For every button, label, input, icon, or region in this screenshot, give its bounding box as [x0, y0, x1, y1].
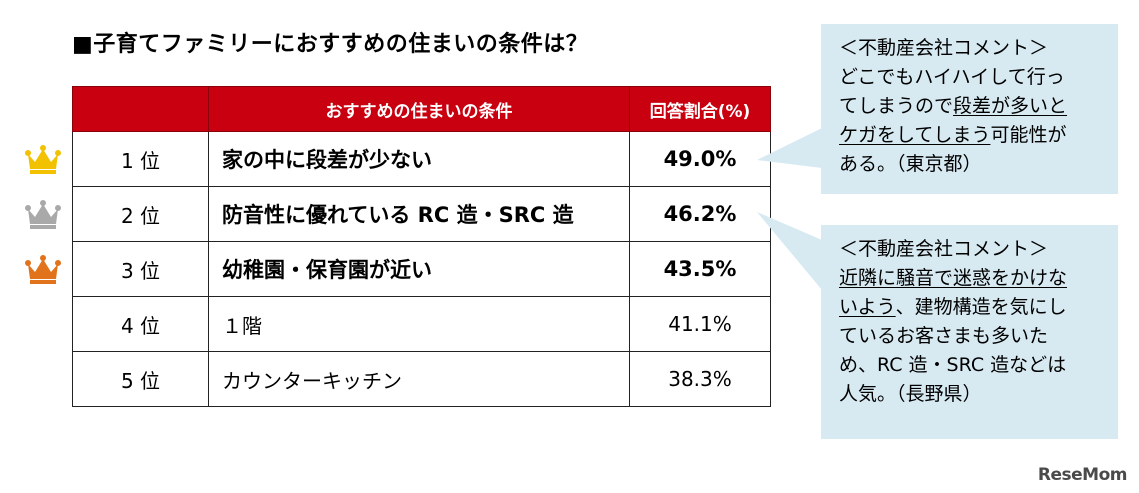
callout-text: どこでもハイハイして行っ — [839, 66, 1065, 88]
callout-emphasis: 近隣に騒音で迷惑をかけな — [839, 267, 1068, 289]
callout-line: 人気。（長野県） — [839, 380, 1104, 409]
callout-text: 可能性が — [990, 124, 1067, 146]
callout-text: 人気。（長野県） — [839, 383, 982, 405]
table-row: 5 位カウンターキッチン 38.3% — [72, 351, 771, 407]
table-row: 3 位幼稚園・保育園が近い 43.5% — [72, 241, 771, 297]
callout-line: いよう、建物構造を気にし — [839, 293, 1104, 322]
callout-line: ある。（東京都） — [839, 150, 1104, 179]
callout-text: め、RC 造・SRC 造などは — [839, 354, 1067, 376]
callout-text: ているお客さまも多いた — [839, 325, 1049, 347]
bronze-crown-icon — [24, 255, 62, 285]
percent-cell: 38.3% — [629, 351, 771, 407]
header-rank — [72, 86, 209, 132]
table-header-row: おすすめの住まいの条件 回答割合(%) — [72, 86, 771, 132]
percent-cell: 49.0% — [629, 131, 771, 187]
condition-cell: 家の中に段差が少ない — [208, 131, 630, 187]
silver-crown-icon — [24, 200, 62, 230]
condition-cell: 防音性に優れている RC 造・SRC 造 — [208, 186, 630, 242]
callout-emphasis: 段差が多いと — [953, 95, 1068, 117]
callout-line: 近隣に騒音で迷惑をかけな — [839, 264, 1104, 293]
percent-cell: 43.5% — [629, 241, 771, 297]
table-row: 2 位防音性に優れている RC 造・SRC 造 46.2% — [72, 186, 771, 242]
table-row: 1 位家の中に段差が少ない 49.0% — [72, 131, 771, 187]
header-condition: おすすめの住まいの条件 — [208, 86, 630, 132]
percent-cell: 41.1% — [629, 296, 771, 352]
condition-cell: １階 — [208, 296, 630, 352]
condition-cell: 幼稚園・保育園が近い — [208, 241, 630, 297]
callout-emphasis: いよう — [839, 296, 896, 318]
condition-cell: カウンターキッチン — [208, 351, 630, 407]
ranking-table: おすすめの住まいの条件 回答割合(%) 1 位家の中に段差が少ない 49.0% 2 … — [72, 86, 771, 407]
rank-cell: 5 位 — [72, 351, 209, 407]
table-row: 4 位 １階 41.1% — [72, 296, 771, 352]
percent-cell: 46.2% — [629, 186, 771, 242]
callout-text: ある。（東京都） — [839, 153, 982, 175]
callout-line: どこでもハイハイして行っ — [839, 63, 1104, 92]
callout-box-tokyo: ＜不動産会社コメント＞ どこでもハイハイして行っ てしまうので段差が多いと ケガをして… — [821, 24, 1118, 194]
rank-cell: 3 位 — [72, 241, 209, 297]
callout-heading: ＜不動産会社コメント＞ — [839, 238, 1049, 260]
rank-cell: 2 位 — [72, 186, 209, 242]
callout-line: ケガをしてしまう可能性が — [839, 121, 1104, 150]
gold-crown-icon — [24, 145, 62, 175]
callout-line: め、RC 造・SRC 造などは — [839, 351, 1104, 380]
callout-line: てしまうので段差が多いと — [839, 92, 1104, 121]
callout-text: 、建物構造を気にし — [895, 296, 1067, 318]
chart-title: ■子育てファミリーにおすすめの住まいの条件は？ — [72, 32, 589, 57]
callout-text: てしまうので — [839, 95, 954, 117]
resemom-logo: ReseMom — [1037, 465, 1128, 485]
callout-line: ているお客さまも多いた — [839, 322, 1104, 351]
callout-heading: ＜不動産会社コメント＞ — [839, 37, 1049, 59]
header-percent: 回答割合(%) — [629, 86, 771, 132]
callout-emphasis: ケガをしてしまう — [839, 124, 991, 146]
callout-box-nagano: ＜不動産会社コメント＞ 近隣に騒音で迷惑をかけな いよう、建物構造を気にし ているお客… — [821, 225, 1118, 439]
